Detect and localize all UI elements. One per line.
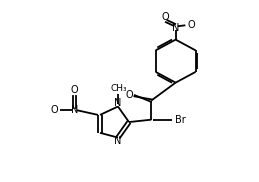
Text: O: O	[71, 85, 78, 95]
Text: O: O	[125, 90, 133, 100]
Text: N: N	[172, 23, 179, 33]
Text: Br: Br	[175, 115, 185, 125]
Text: O: O	[161, 12, 169, 22]
Text: N: N	[114, 136, 122, 146]
Text: N: N	[114, 98, 122, 108]
Text: O: O	[187, 20, 195, 30]
Text: N: N	[71, 105, 78, 115]
Text: O: O	[50, 105, 58, 115]
Text: CH₃: CH₃	[110, 84, 127, 93]
